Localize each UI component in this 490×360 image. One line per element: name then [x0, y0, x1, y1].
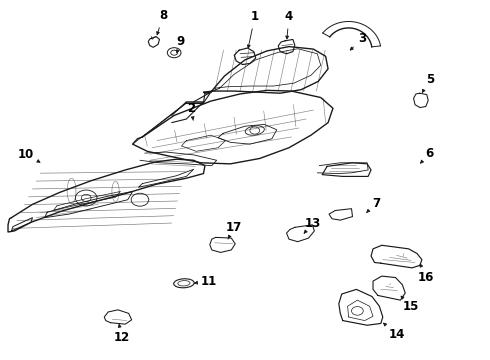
Text: 12: 12 [114, 324, 130, 344]
Text: 15: 15 [401, 296, 419, 313]
Text: 17: 17 [226, 221, 243, 239]
Text: 8: 8 [157, 9, 167, 35]
Text: 5: 5 [422, 73, 434, 93]
Text: 4: 4 [285, 10, 293, 39]
Text: 2: 2 [187, 102, 196, 120]
Text: 10: 10 [18, 148, 40, 162]
Text: 16: 16 [417, 264, 434, 284]
Text: 9: 9 [176, 35, 185, 53]
Text: 14: 14 [384, 323, 405, 341]
Text: 7: 7 [367, 197, 380, 212]
Text: 6: 6 [420, 147, 434, 163]
Text: 3: 3 [350, 32, 367, 50]
Text: 1: 1 [247, 10, 259, 48]
Text: 11: 11 [195, 275, 217, 288]
Text: 13: 13 [304, 217, 320, 233]
Circle shape [167, 48, 181, 58]
